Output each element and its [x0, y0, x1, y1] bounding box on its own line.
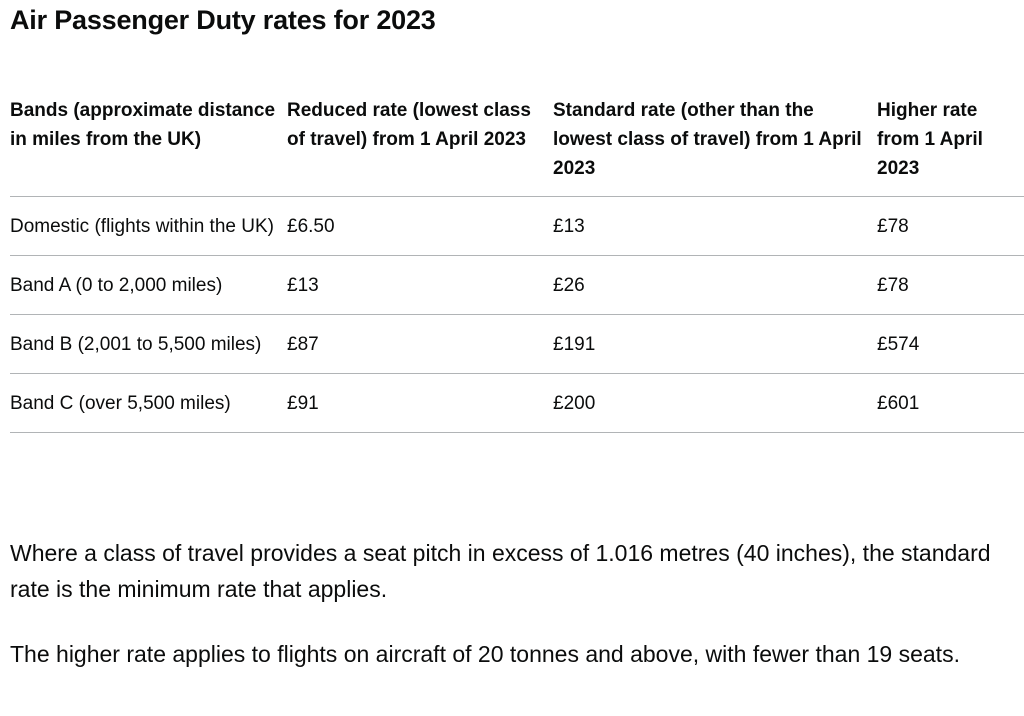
column-header-standard-rate: Standard rate (other than the lowest cla… [553, 94, 877, 197]
higher-rate-cell: £601 [877, 373, 1024, 433]
reduced-rate-cell: £91 [287, 373, 553, 433]
band-cell: Domestic (flights within the UK) [10, 196, 287, 256]
standard-rate-cell: £200 [553, 373, 877, 433]
band-cell: Band B (2,001 to 5,500 miles) [10, 314, 287, 374]
reduced-rate-cell: £13 [287, 255, 553, 315]
higher-rate-cell: £78 [877, 255, 1024, 315]
table-row: Band A (0 to 2,000 miles) £13 £26 £78 [10, 255, 1024, 315]
band-cell: Band A (0 to 2,000 miles) [10, 255, 287, 315]
standard-rate-cell: £191 [553, 314, 877, 374]
page-title: Air Passenger Duty rates for 2023 [10, 5, 436, 35]
reduced-rate-cell: £6.50 [287, 196, 553, 256]
table-row: Domestic (flights within the UK) £6.50 £… [10, 196, 1024, 256]
table-row: Band B (2,001 to 5,500 miles) £87 £191 £… [10, 314, 1024, 374]
column-header-higher-rate: Higher rate from 1 April 2023 [877, 94, 1024, 197]
column-header-bands: Bands (approximate distance in miles fro… [10, 94, 287, 197]
column-header-reduced-rate: Reduced rate (lowest class of travel) fr… [287, 94, 553, 197]
table-header-row: Bands (approximate distance in miles fro… [10, 94, 1024, 197]
higher-rate-cell: £574 [877, 314, 1024, 374]
higher-rate-note: The higher rate applies to flights on ai… [10, 641, 960, 667]
band-cell: Band C (over 5,500 miles) [10, 373, 287, 433]
rates-table: Bands (approximate distance in miles fro… [10, 94, 1024, 433]
higher-rate-cell: £78 [877, 196, 1024, 256]
reduced-rate-cell: £87 [287, 314, 553, 374]
seat-pitch-note: Where a class of travel provides a seat … [10, 540, 991, 602]
standard-rate-cell: £26 [553, 255, 877, 315]
standard-rate-cell: £13 [553, 196, 877, 256]
table-row: Band C (over 5,500 miles) £91 £200 £601 [10, 373, 1024, 433]
page-content: Air Passenger Duty rates for 2023 Bands … [10, 0, 1024, 667]
